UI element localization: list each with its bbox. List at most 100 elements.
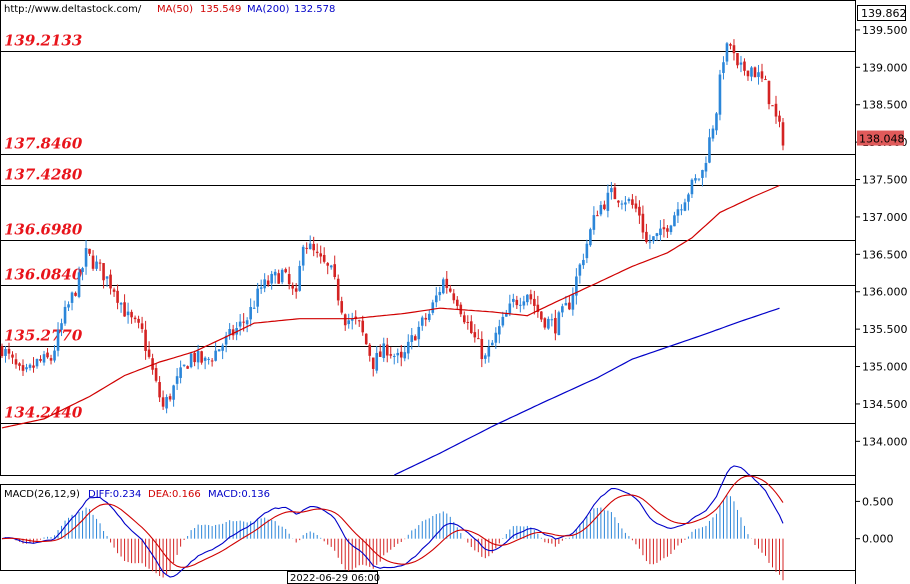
candle-body bbox=[704, 162, 708, 172]
candle-body bbox=[361, 320, 365, 333]
candle-body bbox=[49, 358, 53, 361]
candle-body bbox=[392, 355, 396, 357]
candle-body bbox=[151, 358, 154, 370]
candle-body bbox=[648, 241, 652, 243]
candle-body bbox=[308, 243, 312, 250]
ma50-label: MA(50) bbox=[157, 4, 193, 15]
candle-body bbox=[732, 45, 736, 54]
candle-body bbox=[382, 343, 386, 359]
candle-body bbox=[596, 215, 599, 217]
level-label: 134.2440 bbox=[4, 404, 83, 422]
candle-body bbox=[385, 344, 389, 356]
candle-body bbox=[319, 253, 323, 257]
candle-body bbox=[158, 382, 161, 398]
candle-body bbox=[350, 318, 354, 321]
candle-body bbox=[88, 248, 91, 254]
candle-body bbox=[431, 302, 435, 313]
candle-body bbox=[669, 225, 673, 233]
candle-body bbox=[291, 285, 294, 289]
candle-body bbox=[56, 329, 60, 351]
candle-body bbox=[193, 352, 196, 363]
candle-body bbox=[200, 351, 203, 363]
top-readout-box bbox=[857, 5, 906, 21]
candle-body bbox=[554, 318, 557, 334]
candle-body bbox=[42, 354, 46, 363]
candle-body bbox=[697, 178, 701, 180]
candle-body bbox=[259, 287, 263, 289]
candle-body bbox=[470, 321, 473, 333]
candle-body bbox=[641, 213, 645, 233]
candle-body bbox=[420, 317, 424, 326]
candle-body bbox=[105, 276, 109, 279]
candle-body bbox=[102, 263, 105, 281]
ma50-value: 135.549 bbox=[200, 4, 241, 15]
candle-body bbox=[473, 332, 477, 338]
price-panel-frame bbox=[0, 0, 856, 476]
candle-body bbox=[378, 351, 382, 357]
candle-body bbox=[578, 264, 582, 276]
candle-body bbox=[189, 353, 193, 368]
candle-body bbox=[60, 323, 63, 330]
candle-body bbox=[396, 352, 400, 356]
candle-body bbox=[375, 352, 379, 371]
candle-body bbox=[659, 228, 662, 236]
candle-body bbox=[441, 279, 445, 294]
price-axis: 139.500139.000138.500138.000137.500137.0… bbox=[855, 24, 908, 448]
candle-body bbox=[11, 354, 14, 358]
price-tick-label: 139.000 bbox=[862, 61, 908, 74]
candle-body bbox=[666, 228, 669, 232]
candle-body bbox=[161, 397, 165, 407]
level-label: 137.4280 bbox=[4, 166, 83, 184]
candle-body bbox=[575, 276, 578, 296]
candle-body bbox=[505, 313, 508, 317]
candle-body bbox=[557, 312, 561, 335]
candle-body bbox=[434, 295, 438, 303]
candle-body bbox=[746, 70, 750, 77]
candle-body bbox=[14, 359, 18, 365]
candle-body bbox=[91, 255, 95, 269]
candle-body bbox=[364, 333, 368, 345]
candle-body bbox=[725, 43, 729, 62]
moving-averages bbox=[1, 184, 780, 476]
candle-body bbox=[116, 290, 119, 303]
candle-body bbox=[413, 336, 417, 341]
macd-tick-label: 0.000 bbox=[862, 533, 894, 546]
candle-body bbox=[529, 294, 533, 300]
support-resistance-levels: 139.2133 137.8460 137.4280 136.6980 136.0840… bbox=[0, 32, 855, 424]
macd-value-label: MACD:0.136 bbox=[208, 489, 270, 500]
source-url: http://www.deltastock.com/ bbox=[4, 4, 142, 15]
price-tick-label: 136.000 bbox=[862, 286, 908, 299]
candle-body bbox=[526, 294, 529, 303]
candle-body bbox=[613, 187, 617, 200]
candle-body bbox=[417, 326, 421, 340]
candle-body bbox=[130, 311, 133, 318]
candle-body bbox=[715, 113, 718, 131]
candle-body bbox=[627, 198, 631, 202]
candle-body bbox=[67, 304, 70, 308]
macd-diff-label: DIFF:0.234 bbox=[88, 489, 141, 500]
macd-dea-label: DEA:0.166 bbox=[148, 489, 201, 500]
candle-body bbox=[757, 72, 760, 77]
candle-body bbox=[326, 263, 330, 266]
candle-body bbox=[620, 203, 624, 205]
candle-body bbox=[540, 311, 543, 320]
candle-body bbox=[547, 318, 550, 329]
candle-body bbox=[284, 269, 287, 273]
candle-body bbox=[645, 231, 648, 242]
candle-body bbox=[371, 357, 375, 369]
candle-body bbox=[123, 302, 126, 317]
candle-body bbox=[273, 271, 277, 276]
candle-body bbox=[203, 357, 207, 361]
candle-body bbox=[722, 62, 725, 73]
candle-body bbox=[406, 341, 410, 354]
candle-body bbox=[207, 358, 210, 360]
candle-body bbox=[172, 385, 175, 400]
macd-series bbox=[1, 465, 784, 581]
candle-body bbox=[186, 366, 189, 369]
candle-body bbox=[329, 265, 333, 268]
candle-body bbox=[77, 272, 81, 297]
candle-body bbox=[491, 342, 494, 346]
candle-body bbox=[564, 303, 568, 306]
candle-body bbox=[767, 80, 771, 105]
